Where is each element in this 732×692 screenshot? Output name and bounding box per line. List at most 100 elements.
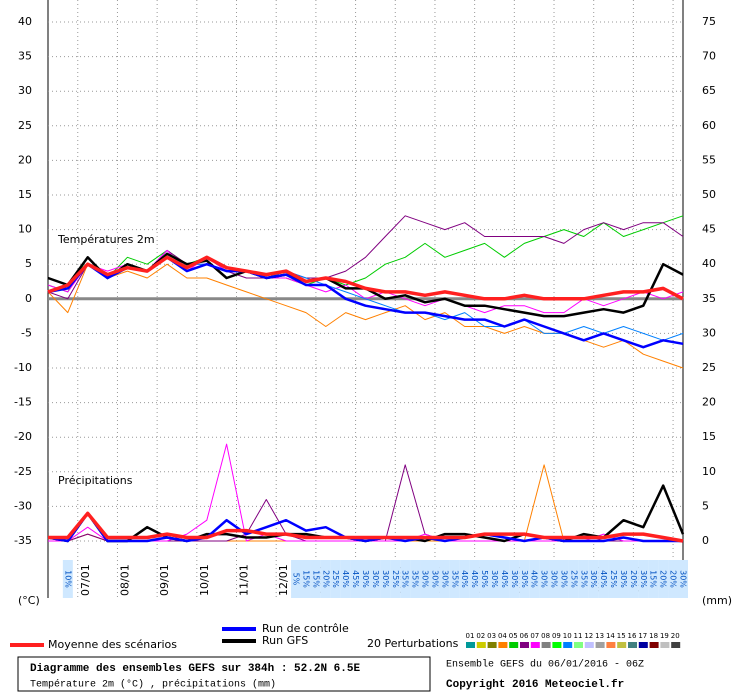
x-tick-label: 10/01: [198, 564, 211, 596]
snow-box: [499, 560, 510, 598]
snow-label: 35%: [450, 570, 459, 588]
perturbation-number: 07: [530, 632, 539, 640]
snow-label: 35%: [579, 570, 588, 588]
run-info: Ensemble GEFS du 06/01/2016 - 06Z: [446, 659, 644, 671]
snow-label: 50%: [480, 570, 489, 588]
y2-label: (mm): [702, 594, 732, 607]
legend-label: Run GFS: [262, 634, 308, 647]
series-temperature: [47, 255, 684, 301]
perturbation-swatch: [606, 642, 616, 648]
snow-label: 20%: [629, 570, 638, 588]
snow-box: [519, 560, 530, 598]
x-tick-label: 07/01: [79, 564, 92, 596]
y2-tick-label: 65: [702, 84, 716, 97]
snow-box: [449, 560, 460, 598]
snow-box: [340, 560, 351, 598]
y-tick-label: 10: [18, 223, 32, 236]
perturbation-swatch: [671, 642, 681, 648]
snow-label: 30%: [381, 570, 390, 588]
perturbation-swatch: [638, 642, 648, 648]
snow-label: 15%: [311, 570, 320, 588]
perturbation-swatch: [487, 642, 497, 648]
snow-label: 15%: [649, 570, 658, 588]
perturbation-number: 12: [584, 632, 593, 640]
x-tick-label: 11/01: [238, 564, 251, 596]
snow-box: [678, 560, 688, 598]
snow-box: [638, 560, 649, 598]
snow-label: 30%: [589, 570, 598, 588]
perturbation-swatch: [552, 642, 562, 648]
y2-tick-label: 10: [702, 465, 716, 478]
snow-label: 25%: [609, 570, 618, 588]
y2-tick-label: 30: [702, 326, 716, 339]
snow-box: [291, 560, 302, 598]
y2-tick-label: 5: [702, 499, 709, 512]
snow-label: 40%: [341, 570, 350, 588]
snow-box: [568, 560, 579, 598]
perturbation-swatch: [584, 642, 594, 648]
snow-box: [648, 560, 659, 598]
perturbation-swatch: [541, 642, 551, 648]
perturbation-number: 13: [595, 632, 604, 640]
y-tick-label: -35: [14, 534, 32, 547]
snow-label: 30%: [550, 570, 559, 588]
footer-box: [17, 656, 431, 692]
snow-label: 30%: [490, 570, 499, 588]
perturbation-number: 11: [574, 632, 583, 640]
perturbation-swatch: [563, 642, 573, 648]
perturbation-number: 05: [509, 632, 518, 640]
y-tick-label: 5: [25, 257, 32, 270]
perturbation-swatch: [466, 642, 475, 648]
snow-box: [459, 560, 470, 598]
snow-box: [658, 560, 669, 598]
y-tick-label: -15: [14, 396, 32, 409]
footer-subtitle: Température 2m (°C) , précipitations (mm…: [30, 679, 276, 691]
perturbation-number: 16: [628, 632, 637, 640]
perturbation-swatch: [649, 642, 659, 648]
x-tick-label: 12/01: [277, 564, 290, 596]
snow-label: 20%: [669, 570, 678, 588]
snow-box: [390, 560, 401, 598]
snow-box: [529, 560, 540, 598]
perturbation-number: 08: [541, 632, 550, 640]
snow-label: 35%: [411, 570, 420, 588]
perturbation-swatch: [574, 642, 583, 648]
snow-box: [360, 560, 371, 598]
snow-box: [62, 560, 73, 598]
snow-box: [558, 560, 569, 598]
snow-box: [588, 560, 599, 598]
perturbation-number: 20: [671, 632, 680, 640]
snow-label: 5%: [292, 573, 301, 586]
snow-label: 30%: [520, 570, 529, 588]
snow-label: 40%: [460, 570, 469, 588]
snow-box: [578, 560, 589, 598]
perturbation-swatch: [660, 642, 670, 648]
snow-box: [598, 560, 609, 598]
snow-label: 40%: [470, 570, 479, 588]
snow-label: 30%: [559, 570, 568, 588]
perturbation-number: 15: [617, 632, 626, 640]
perturbation-number: 01: [466, 632, 475, 640]
y2-tick-label: 45: [702, 223, 716, 236]
y-tick-label: -20: [14, 430, 32, 443]
snow-label: 30%: [540, 570, 549, 588]
snow-label: 35%: [401, 570, 410, 588]
snow-label: 20%: [321, 570, 330, 588]
snow-label: 30%: [639, 570, 648, 588]
y2-tick-label: 20: [702, 396, 716, 409]
perturbation-number: 02: [476, 632, 485, 640]
y2-tick-label: 50: [702, 188, 716, 201]
snow-label: 30%: [371, 570, 380, 588]
y-tick-label: 0: [25, 292, 32, 305]
y2-tick-label: 55: [702, 153, 716, 166]
perturbation-number: 17: [638, 632, 647, 640]
snow-label: 30%: [361, 570, 370, 588]
perturbation-swatch: [498, 642, 508, 648]
snow-label: 40%: [500, 570, 509, 588]
series-precipitation: [48, 511, 684, 543]
series-precipitation: [47, 512, 683, 543]
snow-box: [429, 560, 440, 598]
perturbation-number: 06: [520, 632, 529, 640]
snow-label: 30%: [440, 570, 449, 588]
y-tick-label: 35: [18, 50, 32, 63]
